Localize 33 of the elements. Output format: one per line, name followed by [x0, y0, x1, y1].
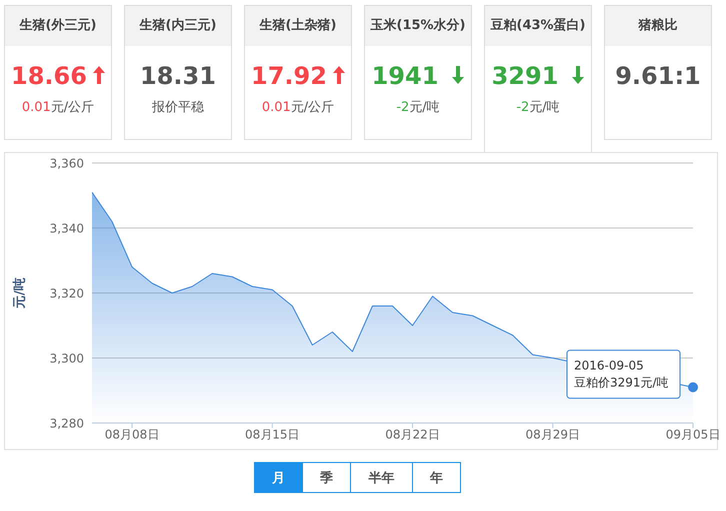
category-label: 生猪(外三元)	[5, 6, 111, 46]
text: -2元/吨	[515, 99, 561, 116]
x-tick-label: 08月22日	[385, 428, 440, 442]
x-tick-label: 09月05日	[666, 428, 720, 442]
text: 3291	[492, 62, 558, 90]
y-tick-label: 3,340	[50, 221, 84, 236]
text: 18.66	[11, 62, 87, 90]
y-tick-label: 3,280	[50, 416, 84, 430]
text: 月	[254, 462, 303, 493]
text: 季	[302, 462, 351, 493]
category-label: 生猪(土杂猪)	[245, 6, 351, 46]
y-tick-label: 3,360	[50, 156, 84, 170]
text: 0.01元/公斤	[20, 99, 96, 116]
text: 9.61:1	[615, 62, 701, 90]
x-tick-label: 08月15日	[245, 428, 300, 442]
text: -2元/吨	[395, 99, 441, 116]
annotation: 2016-09-05 豆粕价3291元/吨	[574, 358, 669, 390]
x-tick-label: 08月08日	[104, 428, 160, 442]
text: 18.31	[140, 62, 216, 90]
text: 17.92	[251, 62, 327, 90]
x-tick-label: 08月29日	[525, 428, 580, 442]
text: 1941	[372, 62, 438, 90]
category-label: 生猪(内三元)	[125, 6, 231, 46]
y-tick-label: 3,300	[50, 351, 84, 366]
category-label: 豆粕(43%蛋白)	[485, 6, 591, 46]
text: 0.01元/公斤	[260, 99, 336, 116]
y-axis-title: 元/吨	[12, 278, 28, 310]
text: 半年	[350, 462, 413, 493]
text: 报价平稳	[151, 99, 205, 116]
category-label: 玉米(15%水分)	[365, 6, 471, 46]
category-label: 猪粮比	[605, 6, 711, 46]
text: 年	[412, 462, 461, 493]
y-tick-label: 3,320	[50, 286, 84, 300]
